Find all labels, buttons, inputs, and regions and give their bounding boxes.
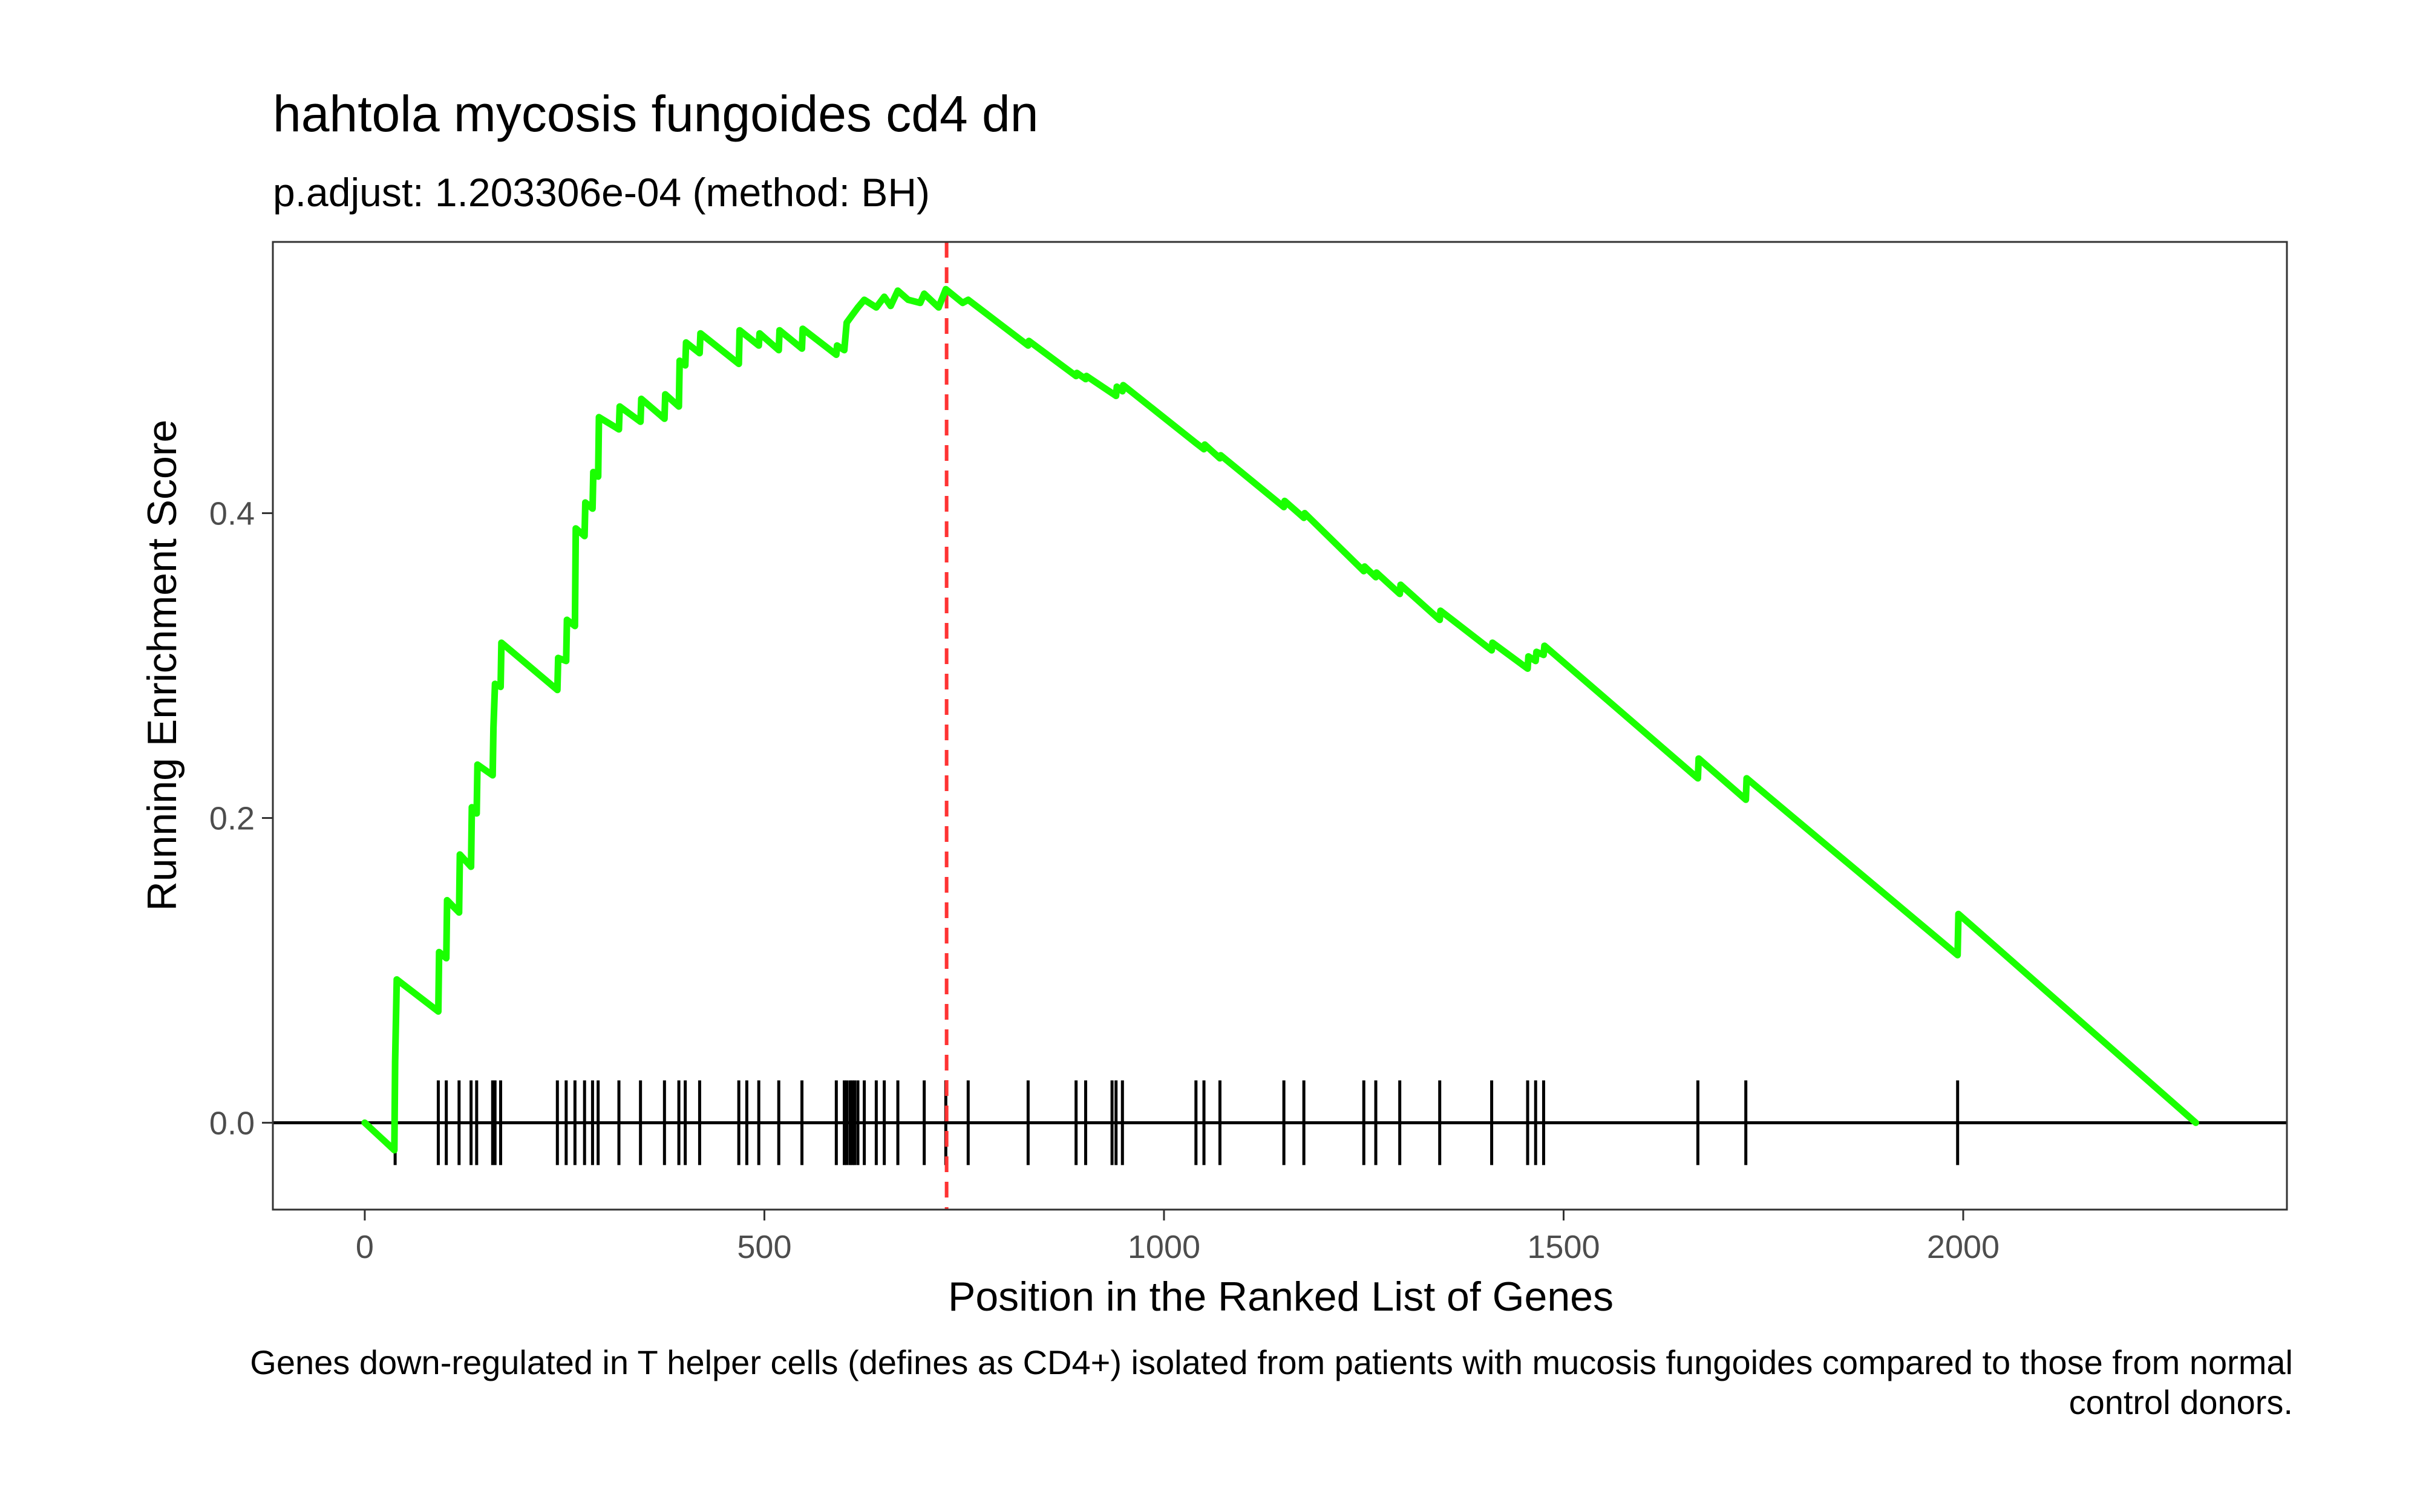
- x-axis-label: Position in the Ranked List of Genes: [948, 1274, 1614, 1320]
- running-score-line-0: [361, 285, 2199, 1154]
- x-tick-label-3: 1500: [1527, 1229, 1600, 1265]
- chart-caption: Genes down-regulated in T helper cells (…: [250, 1343, 2293, 1422]
- y-tick-label-1: 0.2: [209, 800, 255, 836]
- plot-panel-border: [272, 241, 2288, 1211]
- x-tick-label-0: 0: [356, 1229, 374, 1265]
- chart-subtitle: p.adjust: 1.203306e-04 (method: BH): [273, 170, 930, 215]
- chart-title: hahtola mycosis fungoides cd4 dn: [273, 85, 1039, 142]
- y-tick-label-2: 0.4: [209, 496, 255, 532]
- axis-ticks-layer: 0 500 1000 1500 2000 0.0 0.2 0.4: [209, 496, 2000, 1265]
- x-tick-label-1: 500: [737, 1229, 791, 1265]
- y-tick-label-0: 0.0: [209, 1105, 255, 1141]
- x-tick-label-2: 1000: [1128, 1229, 1200, 1265]
- y-axis-label: Running Enrichment Score: [139, 419, 185, 911]
- running-score-layer: [361, 285, 2199, 1154]
- plot-frame-layer: [272, 241, 2288, 1211]
- x-tick-label-4: 2000: [1927, 1229, 2000, 1265]
